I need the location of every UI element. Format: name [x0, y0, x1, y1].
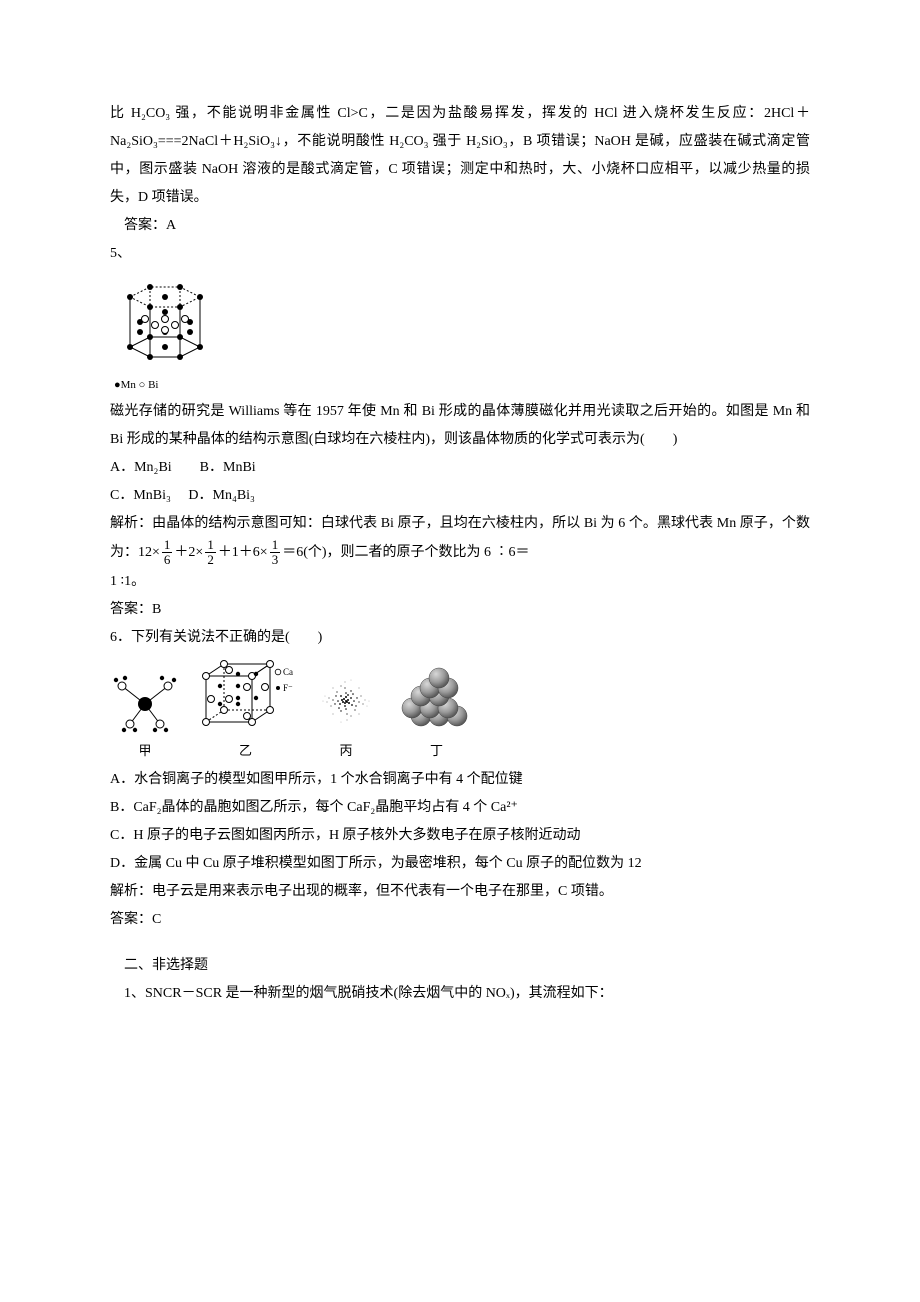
frac-1-6: 16 [162, 538, 173, 568]
q6-opt-c: C．H 原子的电子云图如图丙所示，H 原子核外大多数电子在原子核附近动动 [110, 822, 810, 850]
explain-4-cont: 比 H₂CO₃ 强，不能说明非金属性 Cl>C，二是因为盐酸易挥发，挥发的 HC… [110, 100, 810, 212]
q6-opt-d: D．金属 Cu 中 Cu 原子堆积模型如图丁所示，为最密堆积，每个 Cu 原子的… [110, 850, 810, 878]
section-2-title: 二、非选择题 [110, 952, 810, 980]
sec2-q1: 1、SNCR－SCR 是一种新型的烟气脱硝技术(除去烟气中的 NOₓ)，其流程如… [110, 980, 810, 1008]
svg-text:F⁻: F⁻ [283, 683, 293, 693]
q6-stem: 6．下列有关说法不正确的是( ) [110, 624, 810, 652]
q6-figures: 甲 [110, 658, 810, 764]
answer-5: 答案：B [110, 596, 810, 624]
q5-label: 5、 [110, 240, 810, 268]
q5-exp-mid1: ＋2× [174, 545, 203, 560]
fig6-jia: 甲 [110, 666, 180, 764]
q5-legend: ●Mn ○ Bi [114, 374, 810, 396]
q5-stem: 磁光存储的研究是 Williams 等在 1957 年使 Mn 和 Bi 形成的… [110, 398, 810, 454]
fig6-bing: 丙 [311, 666, 381, 764]
answer-6: 答案：C [110, 906, 810, 934]
q5-exp-line2: 1 ∶1。 [110, 568, 810, 596]
answer-4: 答案：A [110, 212, 810, 240]
q5-opt-ab: A．Mn₂Bi B．MnBi [110, 454, 810, 482]
svg-text:Ca²⁺: Ca²⁺ [283, 667, 293, 677]
q5-figure: ●Mn ○ Bi [110, 272, 810, 396]
fig6-ding: 丁 [399, 664, 474, 764]
q5-exp-mid2: ＋1＋6× [218, 545, 268, 560]
fig6-yi: Ca²⁺ F⁻ 乙 [198, 658, 293, 764]
q5-opt-cd: C．MnBi₃ D．Mn₄Bi₃ [110, 482, 810, 510]
frac-1-3: 13 [270, 538, 281, 568]
frac-1-2: 12 [205, 538, 216, 568]
q6-explain: 解析：电子云是用来表示电子出现的概率，但不代表有一个电子在那里，C 项错。 [110, 878, 810, 906]
q6-opt-a: A．水合铜离子的模型如图甲所示，1 个水合铜离子中有 4 个配位键 [110, 766, 810, 794]
q5-exp-post: ＝6(个)，则二者的原子个数比为 6 ∶6＝ [282, 545, 529, 560]
q6-opt-b: B．CaF₂晶体的晶胞如图乙所示，每个 CaF₂晶胞平均占有 4 个 Ca²⁺ [110, 794, 810, 822]
q5-explain: 解析：由晶体的结构示意图可知：白球代表 Bi 原子，且均在六棱柱内，所以 Bi … [110, 510, 810, 568]
